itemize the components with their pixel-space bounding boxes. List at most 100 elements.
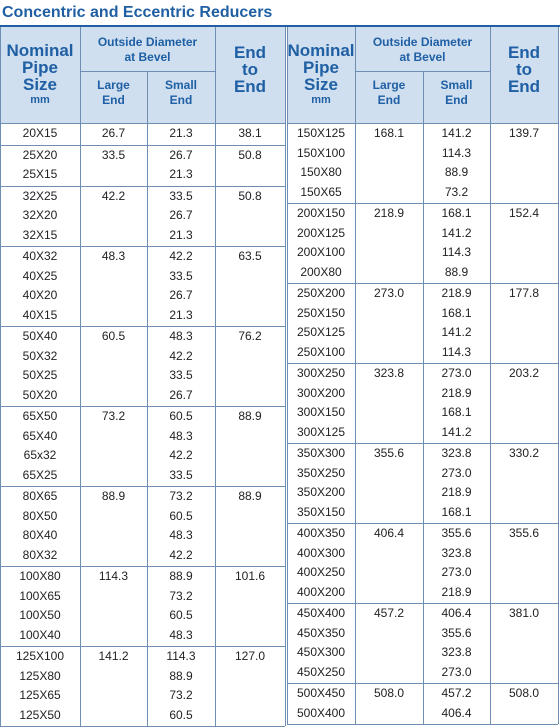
right-small-end-cell: 168.1 [441,504,472,519]
right-header-ete-line-1: End [507,42,541,62]
left-nps-cell: 65X25 [22,467,58,482]
left-header-ete-line-2: to [241,59,259,79]
right-nps-cell: 300X250 [296,366,346,380]
left-small-end-cell: 42.2 [169,348,193,363]
left-small-end-cell: 48.3 [169,428,193,443]
right-nps-cell: 500X400 [296,705,346,720]
right-header-nominal-line-4: mm [311,93,331,106]
left-group-rule [0,566,285,567]
right-group-rule [287,683,558,684]
right-small-end-cell: 141.2 [441,424,472,439]
left-small-end-cell: 26.7 [169,387,193,402]
right-header-small-line-1: Small [440,78,473,92]
left-group-rule [0,406,285,407]
left-header-ete-line-3: End [233,76,267,96]
left-header-large-line-2: End [102,93,125,107]
left-small-end-cell: 26.7 [169,147,193,162]
right-small-end-cell: 323.8 [441,545,472,560]
left-large-end-cell: 33.5 [101,147,126,162]
left-small-end-cell: 48.3 [169,627,193,642]
right-header-nominal-line-3: Size [303,74,339,94]
right-nps-cell: 200X125 [296,225,346,240]
left-small-end-cell: 26.7 [169,288,193,302]
right-group-rule [287,603,558,604]
right-header-od-line-2: at Bevel [399,50,446,64]
left-nps-cell: 50X40 [22,329,58,343]
left-nps-cell: 80X50 [22,508,58,523]
left-small-end-cell: 42.2 [169,249,193,263]
left-col-rule [147,71,148,726]
left-end-to-end-cell: 88.9 [238,489,262,503]
left-nps-cell: 32X20 [22,208,58,222]
left-header-nominal: Nominal Pipe Size mm [0,33,80,115]
right-nps-cell: 450X350 [296,625,346,640]
left-header-bg [0,27,285,123]
right-large-end-cell: 168.1 [373,126,405,140]
right-group-rule [287,283,558,284]
left-nps-cell: 65X50 [22,409,58,423]
right-header-ete-line-3: End [507,76,541,96]
left-col-rule [285,27,286,726]
left-nps-cell: 50X20 [22,387,58,402]
right-group-rule [287,724,558,725]
right-col-rule [355,27,356,724]
left-header-nominal-line-2: Pipe [22,57,58,77]
left-nps-cell: 125X80 [19,668,61,683]
right-large-end-cell: 406.4 [373,526,405,540]
right-small-end-cell: 88.9 [444,264,469,279]
right-nps-cell: 350X250 [296,465,346,480]
left-end-to-end-cell: 76.2 [238,329,262,343]
right-end-to-end-cell: 330.2 [508,446,540,460]
right-header-large-end: Large End [355,75,423,111]
left-end-to-end-cell: 50.8 [238,147,262,162]
left-small-end-cell: 42.2 [169,547,193,562]
left-header-small-line-2: End [169,93,193,107]
right-nps-cell: 400X200 [296,584,346,599]
right-large-end-cell: 273.0 [373,286,405,300]
right-nps-cell: 250X150 [296,305,346,320]
right-nps-cell: 400X250 [296,565,346,579]
left-nps-cell: 50X32 [22,348,58,363]
page-title: Concentric and Eccentric Reducers [2,4,273,21]
right-large-end-cell: 508.0 [373,686,405,700]
left-body-top-rule [0,123,285,124]
right-large-end-cell: 323.8 [373,366,405,380]
right-nps-cell: 350X150 [296,504,346,519]
right-nps-cell: 250X100 [296,344,346,359]
left-small-end-cell: 60.5 [169,707,193,722]
right-nps-cell: 250X125 [296,325,346,339]
left-nps-cell: 125X100 [15,649,65,663]
left-nps-cell: 25X15 [22,167,58,181]
left-header-large-line-1: Large [97,78,130,92]
left-small-end-cell: 42.2 [169,448,193,462]
left-header-od-line-1: Outside Diameter [97,35,198,49]
left-end-to-end-cell: 63.5 [238,249,262,263]
left-small-end-cell: 48.3 [169,528,193,542]
left-nps-cell: 25X20 [22,147,58,162]
right-small-end-cell: 406.4 [441,705,472,720]
left-nps-cell: 80X40 [22,528,58,542]
right-nps-cell: 400X300 [296,545,346,560]
right-small-end-cell: 406.4 [441,606,472,620]
right-header-nominal-line-2: Pipe [303,57,339,77]
right-nps-cell: 500X450 [296,686,346,700]
left-nps-cell: 100X80 [19,569,61,583]
right-small-end-cell: 218.9 [441,286,472,300]
right-small-end-cell: 141.2 [441,225,472,240]
left-nps-cell: 40X15 [22,307,58,322]
left-small-end-cell: 26.7 [169,208,193,222]
right-end-to-end-cell: 139.7 [508,126,540,140]
right-group-rule [287,523,558,524]
left-large-end-cell: 73.2 [101,409,126,423]
left-nps-cell: 65x32 [23,448,57,462]
right-group-rule [287,363,558,364]
left-small-end-cell: 73.2 [169,688,193,702]
right-header-ete-line-2: to [515,59,533,79]
left-large-end-cell: 88.9 [101,489,126,503]
left-large-end-cell: 26.7 [101,126,126,140]
right-small-end-cell: 273.0 [441,366,472,380]
left-header-small-end: Small End [147,75,215,111]
right-group-rule [287,443,558,444]
right-nps-cell: 150X125 [296,126,346,140]
left-group-rule [0,144,285,146]
